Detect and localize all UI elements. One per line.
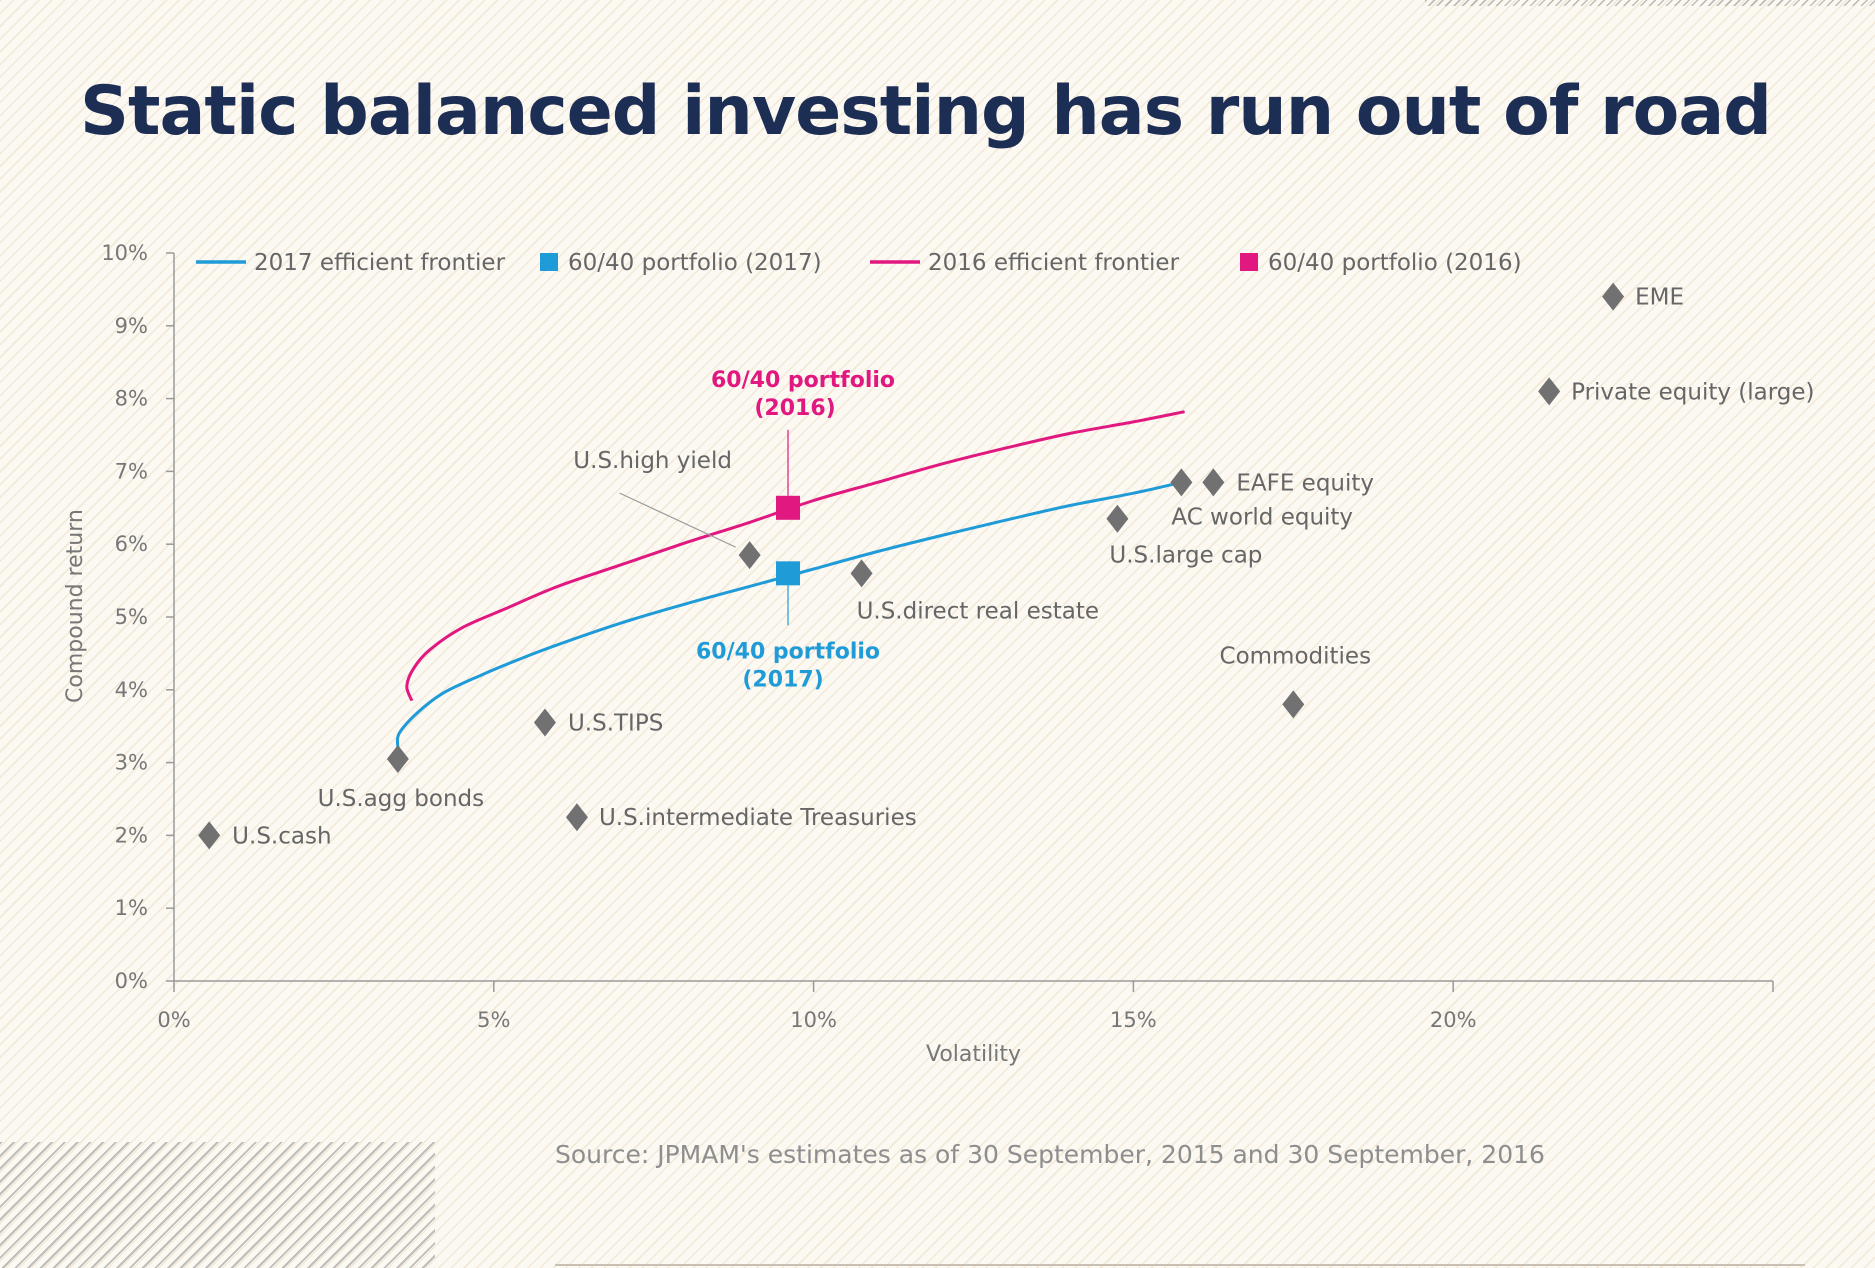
asset-label: U.S.intermediate Treasuries [599, 805, 917, 831]
portfolio-2016-label: (2016) [754, 396, 835, 421]
asset-label: U.S.direct real estate [857, 598, 1099, 624]
y-tick-label: 4% [115, 678, 148, 702]
high-yield-leader-line [619, 492, 736, 548]
legend-label: 2016 efficient frontier [928, 250, 1180, 276]
asset-marker [1538, 377, 1561, 406]
y-tick-label: 8% [115, 387, 148, 411]
portfolio-2017-label: 60/40 portfolio [696, 639, 880, 664]
portfolio-2017-marker [776, 561, 801, 586]
legend: 2017 efficient frontier 60/40 portfolio (… [196, 250, 1522, 276]
y-tick-label: 7% [115, 459, 148, 483]
legend-square-swatch [1240, 253, 1258, 271]
x-axis-title: Volatility [926, 1042, 1021, 1067]
y-tick-label: 6% [115, 532, 148, 556]
y-tick-label: 1% [115, 896, 148, 920]
asset-marker [738, 541, 761, 570]
asset-label: EME [1635, 285, 1684, 311]
2017-efficient-frontier-line [395, 480, 1182, 749]
asset-marker [565, 803, 588, 832]
asset-label: U.S.large cap [1109, 543, 1262, 569]
asset-marker [386, 744, 409, 773]
asset-label: U.S.agg bonds [318, 786, 485, 812]
asset-marker [1170, 468, 1193, 497]
asset-label: Private equity (large) [1571, 379, 1814, 405]
asset-label: AC world equity [1171, 504, 1353, 530]
asset-marker [1202, 468, 1225, 497]
y-axis-title: Compound return [63, 509, 88, 703]
asset-marker [533, 708, 556, 737]
assets-layer: U.S.cash U.S.agg bonds U.S.TIPS U.S.interme… [198, 282, 1815, 850]
y-tick-label: 2% [115, 823, 148, 847]
portfolio-layer: 60/40 portfolio (2017) 60/40 portfolio (201… [696, 368, 895, 693]
series-layer [395, 410, 1185, 749]
portfolio-2017-label: (2017) [742, 667, 823, 692]
asset-marker [198, 821, 221, 850]
portfolio-2016-label: 60/40 portfolio [711, 368, 895, 393]
y-tick-label: 0% [115, 969, 148, 993]
x-tick-label: 0% [157, 1008, 190, 1032]
2016-efficient-frontier-line [405, 410, 1185, 702]
legend-label: 2017 efficient frontier [254, 250, 506, 276]
legend-square-swatch [540, 253, 558, 271]
asset-label: Commodities [1220, 643, 1372, 669]
legend-label: 60/40 portfolio (2016) [1268, 250, 1522, 276]
asset-marker [850, 559, 873, 588]
legend-label: 60/40 portfolio (2017) [568, 250, 822, 276]
axes-layer: 0% 1% 2% 3% 4% 5% 6% 7% 8% 9% 10% 0% 5% 10% 15% 20% Vola… [63, 241, 1774, 1067]
corner-hatch-top [1425, 0, 1875, 6]
x-tick-label: 5% [477, 1008, 510, 1032]
x-tick-label: 15% [1110, 1008, 1157, 1032]
page-title: Static balanced investing has run out of… [80, 72, 1772, 151]
x-tick-label: 20% [1430, 1008, 1477, 1032]
asset-label: U.S.cash [232, 823, 331, 849]
y-tick-label: 3% [115, 751, 148, 775]
asset-marker [1106, 504, 1129, 533]
y-tick-label: 9% [115, 314, 148, 338]
asset-label: EAFE equity [1236, 470, 1374, 496]
asset-label: U.S.high yield [573, 448, 732, 474]
asset-marker [1602, 282, 1625, 311]
source-rule [555, 1264, 1805, 1266]
asset-label: U.S.TIPS [568, 711, 663, 737]
source-note: Source: JPMAM's estimates as of 30 Septe… [555, 1140, 1545, 1169]
corner-hatch-bottom [0, 1142, 435, 1268]
y-tick-label: 5% [115, 605, 148, 629]
portfolio-2016-marker [776, 495, 801, 520]
y-tick-label: 10% [101, 241, 148, 265]
x-tick-label: 10% [790, 1008, 837, 1032]
asset-marker [1282, 690, 1305, 719]
